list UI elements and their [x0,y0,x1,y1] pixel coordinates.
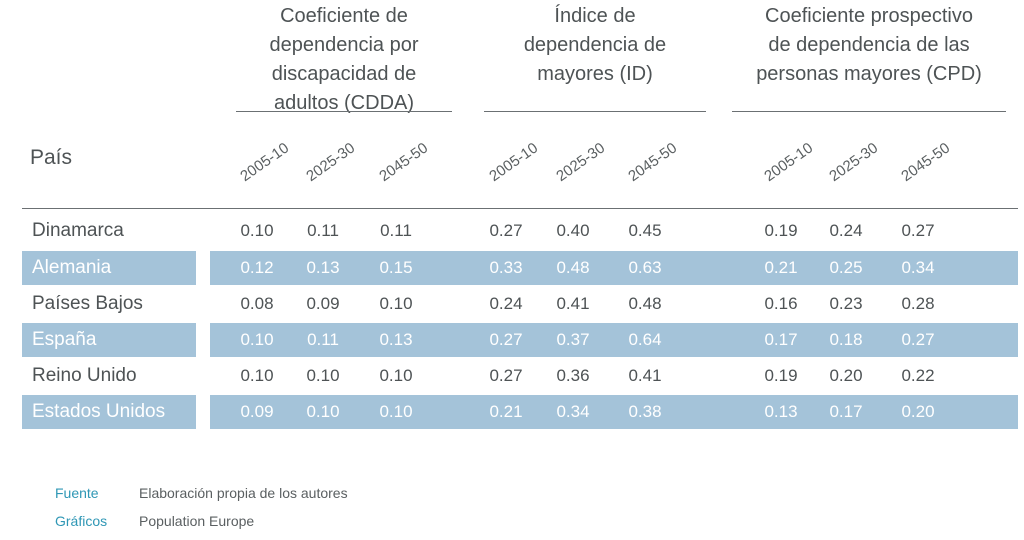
country-column-header: País [30,146,73,169]
value-cell: 0.19 [764,221,798,240]
footer-graphics: Gráficos Population Europe [55,512,254,530]
year-label: 2005-10 [237,139,293,185]
year-label: 2025-30 [303,139,359,185]
year-label: 2045-50 [898,139,954,185]
country-name: Reino Unido [32,365,137,386]
country-name: España [32,329,97,350]
year-label: 2045-50 [625,139,681,185]
country-name: Estados Unidos [32,401,166,422]
source-value: Elaboración propia de los autores [139,485,348,501]
value-cell: 0.40 [556,221,590,240]
value-cell: 0.38 [628,402,662,421]
value-cell: 0.16 [764,294,798,313]
value-cell: 0.34 [556,402,590,421]
row-highlight-band [210,395,1018,429]
value-cell: 0.10 [240,330,274,349]
row-highlight-band [210,323,1018,357]
group-rule [732,111,1006,112]
group-title: Coeficiente de dependencia por discapaci… [269,5,419,114]
value-cell: 0.37 [556,330,590,349]
row-highlight-band [22,323,196,357]
value-cell: 0.23 [829,294,863,313]
year-label: 2025-30 [826,139,882,185]
value-cell: 0.20 [901,402,935,421]
value-cell: 0.15 [379,258,413,277]
value-cell: 0.09 [306,294,340,313]
value-cell: 0.08 [240,294,274,313]
table-row: Estados Unidos 0.09 0.10 0.10 0.21 0.34 0.38 0.… [0,394,1024,430]
value-cell: 0.10 [379,294,413,313]
graphics-value: Population Europe [139,513,255,529]
year-label: 2045-50 [376,139,432,185]
value-cell: 0.21 [764,258,798,277]
table-row: Reino Unido 0.10 0.10 0.10 0.27 0.36 0.41 0.19 0… [0,358,1024,394]
value-cell: 0.20 [829,366,863,385]
value-cell: 0.10 [240,366,274,385]
value-cell: 0.34 [901,258,935,277]
value-cell: 0.13 [379,330,413,349]
value-cell: 0.17 [764,330,798,349]
table-row: Países Bajos 0.08 0.09 0.10 0.24 0.41 0.48 0.16… [0,286,1024,322]
value-cell: 0.41 [628,366,662,385]
country-name: Dinamarca [32,220,124,241]
value-cell: 0.27 [489,221,523,240]
year-label: 2005-10 [761,139,817,185]
value-cell: 0.45 [628,221,662,240]
value-cell: 0.25 [829,258,863,277]
value-cell: 0.11 [307,221,339,240]
value-cell: 0.27 [901,221,935,240]
group-rule [236,111,452,112]
value-cell: 0.13 [306,258,340,277]
value-cell: 0.24 [829,221,863,240]
value-cell: 0.28 [901,294,935,313]
value-cell: 0.27 [489,366,523,385]
year-label: 2005-10 [486,139,542,185]
value-cell: 0.10 [379,366,413,385]
value-cell: 0.19 [764,366,798,385]
value-cell: 0.33 [489,258,523,277]
value-cell: 0.63 [628,258,662,277]
value-cell: 0.11 [307,330,339,349]
value-cell: 0.10 [240,221,274,240]
table-row: Dinamarca 0.10 0.11 0.11 0.27 0.40 0.45 0.19 0.2… [0,213,1024,249]
value-cell: 0.64 [628,330,662,349]
value-cell: 0.10 [306,366,340,385]
footer-source: Fuente Elaboración propia de los autores [55,484,348,502]
group-title: Índice de dependencia de mayores (ID) [523,5,667,85]
header-rule [22,208,1018,209]
table-row: Alemania 0.12 0.13 0.15 0.33 0.48 0.63 0.21 0.25… [0,250,1024,286]
group-title: Coeficiente prospectivo de dependencia d… [756,5,982,85]
value-cell: 0.13 [764,402,798,421]
value-cell: 0.22 [901,366,935,385]
group-rule [484,111,706,112]
value-cell: 0.21 [489,402,523,421]
value-cell: 0.10 [379,402,413,421]
graphics-label: Gráficos [55,513,108,529]
year-label: 2025-30 [553,139,609,185]
country-name: Países Bajos [32,293,143,314]
row-highlight-band [210,251,1018,285]
row-highlight-band [22,395,196,429]
value-cell: 0.17 [829,402,863,421]
value-cell: 0.27 [489,330,523,349]
value-cell: 0.12 [240,258,274,277]
value-cell: 0.11 [380,221,412,240]
value-cell: 0.09 [240,402,274,421]
row-highlight-band [22,251,196,285]
source-label: Fuente [55,485,99,501]
value-cell: 0.36 [556,366,590,385]
value-cell: 0.48 [556,258,590,277]
country-name: Alemania [32,257,112,278]
value-cell: 0.27 [901,330,935,349]
value-cell: 0.10 [306,402,340,421]
value-cell: 0.18 [829,330,863,349]
value-cell: 0.48 [628,294,662,313]
value-cell: 0.41 [556,294,590,313]
table-row: España 0.10 0.11 0.13 0.27 0.37 0.64 0.17 0.18 0.… [0,322,1024,358]
value-cell: 0.24 [489,294,523,313]
